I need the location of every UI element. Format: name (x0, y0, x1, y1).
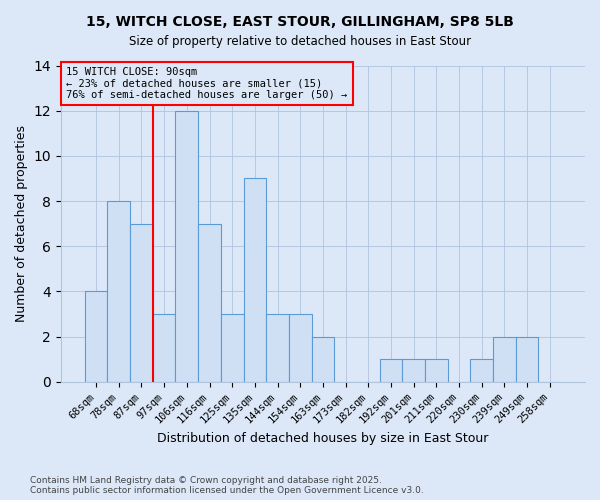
Bar (380, 359, 403, 382)
Bar (266, 314, 289, 382)
Text: Contains HM Land Registry data © Crown copyright and database right 2025.
Contai: Contains HM Land Registry data © Crown c… (30, 476, 424, 495)
Bar (493, 336, 516, 382)
Bar (221, 314, 244, 382)
Y-axis label: Number of detached properties: Number of detached properties (15, 125, 28, 322)
Bar (85, 292, 107, 382)
Text: 15 WITCH CLOSE: 90sqm
← 23% of detached houses are smaller (15)
76% of semi-deta: 15 WITCH CLOSE: 90sqm ← 23% of detached … (66, 67, 347, 100)
Bar (107, 201, 130, 382)
Bar (403, 359, 425, 382)
Bar (175, 110, 198, 382)
Bar (425, 359, 448, 382)
Bar (130, 224, 153, 382)
Text: Size of property relative to detached houses in East Stour: Size of property relative to detached ho… (129, 35, 471, 48)
Bar (470, 359, 493, 382)
Bar (311, 336, 334, 382)
Bar (198, 224, 221, 382)
Text: 15, WITCH CLOSE, EAST STOUR, GILLINGHAM, SP8 5LB: 15, WITCH CLOSE, EAST STOUR, GILLINGHAM,… (86, 15, 514, 29)
Bar (153, 314, 175, 382)
Bar (516, 336, 538, 382)
X-axis label: Distribution of detached houses by size in East Stour: Distribution of detached houses by size … (157, 432, 488, 445)
Bar (244, 178, 266, 382)
Bar (289, 314, 311, 382)
